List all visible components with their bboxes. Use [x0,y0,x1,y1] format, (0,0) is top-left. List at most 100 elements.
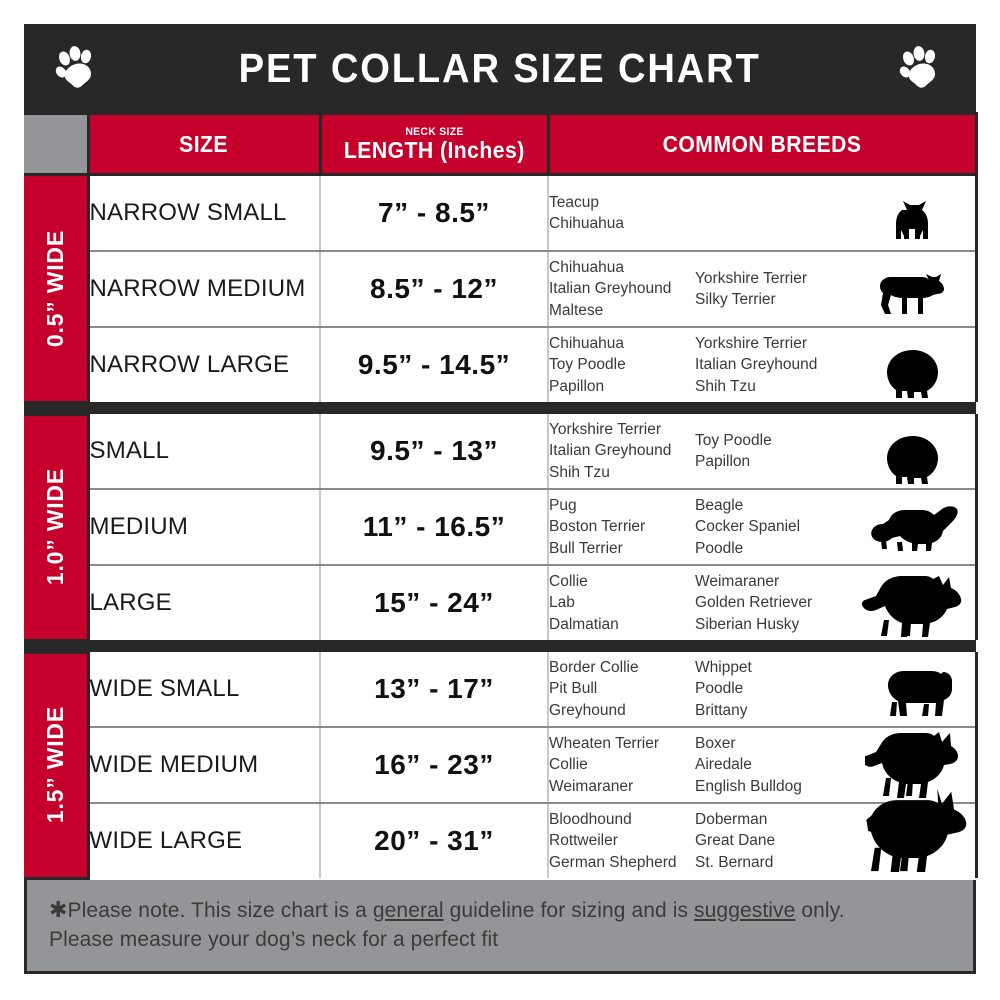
table-header-row: SIZE NECK SIZE LENGTH (Inches) COMMON BR… [24,112,978,176]
footer-note: ✱Please note. This size chart is a gener… [24,879,976,975]
breed-item: Cocker Spaniel [695,518,801,536]
table-row: LARGE 15” - 24” Collie Lab Dalmatian Weimaran… [24,565,978,640]
breed-item: Italian Greyhound [549,280,672,298]
breed-item: Border Collie [549,659,639,677]
breeds-wrap: Bloodhound Rottweiler German Shepherd Dober… [549,804,975,878]
breeds-column-1: Collie Lab Dalmatian [549,571,695,634]
row-neck-length: 13” - 17” [320,652,549,728]
breeds-column-1: Border Collie Pit Bull Greyhound [549,657,695,720]
chart-header: PET COLLAR SIZE CHART [24,24,976,112]
table-row: NARROW MEDIUM 8.5” - 12” Chihuahua Italian … [24,251,978,328]
breed-item: Siberian Husky [695,615,800,633]
breed-item: Doberman [695,811,768,829]
breeds-wrap: Wheaten Terrier Collie Weimaraner Boxer Aire… [549,728,975,802]
group-separator-bar [88,402,976,414]
breeds-wrap: Yorkshire Terrier Italian Greyhound Shih T… [549,414,975,488]
row-size-name: WIDE SMALL [88,652,321,728]
breed-item: Chihuahua [549,259,624,277]
header-size-label: SIZE [179,130,229,157]
breeds-column-1: Chihuahua Italian Greyhound Maltese [549,257,695,320]
breeds-column-2: Yorkshire Terrier Silky Terrier [695,268,845,310]
table-row: 1.5” WIDE WIDE SMALL 13” - 17” Border Colli… [24,650,978,880]
breed-item: Maltese [549,301,604,319]
breed-item: Wheaten Terrier [549,735,659,753]
row-neck-length: 7” - 8.5” [320,174,549,252]
breeds-column-1: Chihuahua Toy Poodle Papillon [549,333,695,396]
breed-item: Whippet [695,659,752,677]
footer-text-a: Please note. This size chart is a [67,898,373,922]
breeds-column-1: Wheaten Terrier Collie Weimaraner [549,733,695,796]
breeds-wrap: Pug Boston Terrier Bull Terrier Beagle Cocke… [549,490,975,564]
breed-item: Chihuahua [549,335,624,353]
row-breeds: Chihuahua Italian Greyhound Maltese Yorkshi… [548,251,978,328]
breed-item: Italian Greyhound [549,442,672,460]
breeds-wrap: Chihuahua Italian Greyhound Maltese Yorkshi… [549,252,975,326]
breeds-wrap: Teacup Chihuahua [549,176,975,250]
breed-item: Teacup [549,193,599,211]
row-breeds: Collie Lab Dalmatian Weimaraner Golden Retri… [548,565,978,640]
row-breeds: Border Collie Pit Bull Greyhound Whippet Poo… [548,652,978,728]
row-neck-length: 11” - 16.5” [320,489,549,566]
breed-item: Collie [549,573,588,591]
row-size-name: NARROW SMALL [88,174,321,252]
breeds-column-2: Whippet Poodle Brittany [695,657,845,720]
footer-underline-suggestive: suggestive [694,898,796,922]
breed-item: German Shepherd [549,853,677,871]
group-separator [24,640,976,652]
group-separator-left [24,402,88,414]
breeds-column-2: Doberman Great Dane St. Bernard [695,809,845,872]
row-breeds: Wheaten Terrier Collie Weimaraner Boxer Aire… [548,727,978,804]
header-length-sup: NECK SIZE [404,125,464,138]
table-row: WIDE LARGE 20” - 31” Bloodhound Rottweiler G… [24,788,978,878]
breed-item: Bloodhound [549,811,632,829]
breed-item: Chihuahua [549,215,624,232]
breed-item: Boston Terrier [549,518,646,536]
group-width-label: 1.0” WIDE [41,468,68,586]
row-breeds: Bloodhound Rottweiler German Shepherd Dober… [548,788,978,878]
footer-text-b: guideline for sizing and is [443,898,695,922]
breed-item: Beagle [695,497,744,515]
breed-item: Weimaraner [695,573,780,591]
group-separator-bar [88,640,976,652]
breed-item: Toy Poodle [695,431,772,449]
row-size-name: MEDIUM [88,489,321,566]
row-neck-length: 16” - 23” [320,727,549,804]
breed-item: Shih Tzu [549,463,610,481]
breed-item: Pug [549,497,577,515]
size-table: SIZE NECK SIZE LENGTH (Inches) COMMON BR… [24,112,978,880]
breeds-column-2: Weimaraner Golden Retriever Siberian Husky [695,571,845,634]
group-width-band: 1.0” WIDE [24,412,90,642]
header-length-label: LENGTH (Inches) [343,136,525,163]
breed-item: Bull Terrier [549,539,623,557]
breeds-column-1: Pug Boston Terrier Bull Terrier [549,495,695,558]
footer-text-c: only. [795,898,845,922]
row-size-name: SMALL [88,414,321,490]
row-size-name: NARROW LARGE [88,327,321,402]
group-width-label: 0.5” WIDE [41,229,68,347]
footer-line-1: ✱Please note. This size chart is a gener… [49,894,955,926]
row-neck-length: 9.5” - 13” [320,414,549,490]
row-neck-length: 9.5” - 14.5” [320,327,549,402]
row-size-name: WIDE MEDIUM [88,727,321,804]
breed-item: Collie [549,756,588,774]
row-breeds: Chihuahua Toy Poodle Papillon Yorkshire Ter… [548,327,978,402]
row-neck-length: 20” - 31” [320,803,549,878]
breed-item: Papillon [549,377,605,395]
row-breeds: Yorkshire Terrier Italian Greyhound Shih T… [548,414,978,490]
breed-item: Poodle [695,539,744,557]
breeds-column-2: Boxer Airedale English Bulldog [695,733,845,796]
breed-item: English Bulldog [695,777,802,795]
breed-item: Shih Tzu [695,377,756,395]
row-neck-length: 8.5” - 12” [320,251,549,328]
row-neck-length: 15” - 24” [320,565,549,640]
breeds-column-2: Beagle Cocker Spaniel Poodle [695,495,845,558]
row-size-name: WIDE LARGE [88,803,321,878]
group-width-band: 0.5” WIDE [24,173,90,404]
group-width-band: 1.5” WIDE [24,650,90,880]
breed-item: Airedale [695,756,752,774]
row-size-name: NARROW MEDIUM [88,251,321,328]
breeds-column-2: Yorkshire Terrier Italian Greyhound Shih T… [695,333,845,396]
breed-item: Weimaraner [549,777,634,795]
row-breeds: Pug Boston Terrier Bull Terrier Beagle Cocke… [548,489,978,566]
breed-item: St. Bernard [695,853,774,871]
